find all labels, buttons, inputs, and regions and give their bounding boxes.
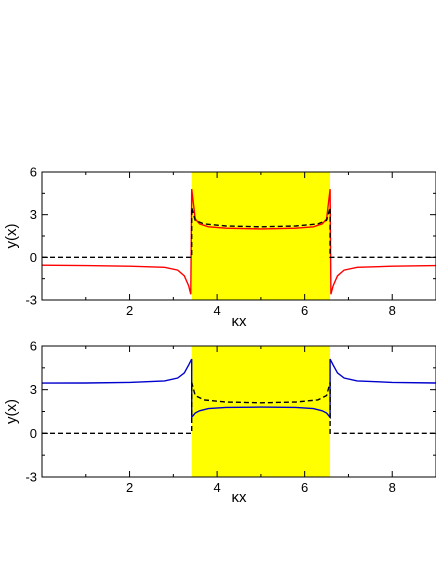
y-tick-label: -3 [25, 470, 37, 485]
solid-series-line [41, 189, 436, 295]
solid-series-line [41, 358, 436, 420]
y-axis-label: y(x) [3, 399, 20, 424]
bottom-panel: 2 4 6 8 -3 0 3 6 κx y(x) [3, 339, 436, 506]
x-tick-label: 4 [213, 303, 220, 318]
x-axis-label: κx [232, 489, 248, 506]
x-tick-label: 4 [213, 480, 220, 495]
highlight-band [191, 172, 331, 300]
dashed-series-line [42, 382, 436, 434]
y-tick-label: 0 [30, 426, 37, 441]
x-tick-label: 6 [301, 303, 308, 318]
top-panel: 2 4 6 8 -3 0 3 6 κx y(x) [3, 165, 436, 330]
highlight-band [191, 346, 331, 477]
y-tick-label: 6 [30, 339, 37, 354]
y-axis-label: y(x) [3, 224, 20, 249]
y-tick-label: -3 [25, 293, 37, 308]
x-axis-label: κx [232, 313, 248, 330]
x-tick-label: 2 [126, 480, 133, 495]
x-tick-label: 8 [389, 480, 396, 495]
x-tick-label: 8 [389, 303, 396, 318]
y-tick-label: 6 [30, 165, 37, 180]
y-tick-label: 0 [30, 250, 37, 265]
x-tick-label: 2 [126, 303, 133, 318]
x-tick-label: 6 [301, 480, 308, 495]
y-tick-label: 3 [30, 207, 37, 222]
y-tick-label: 3 [30, 382, 37, 397]
